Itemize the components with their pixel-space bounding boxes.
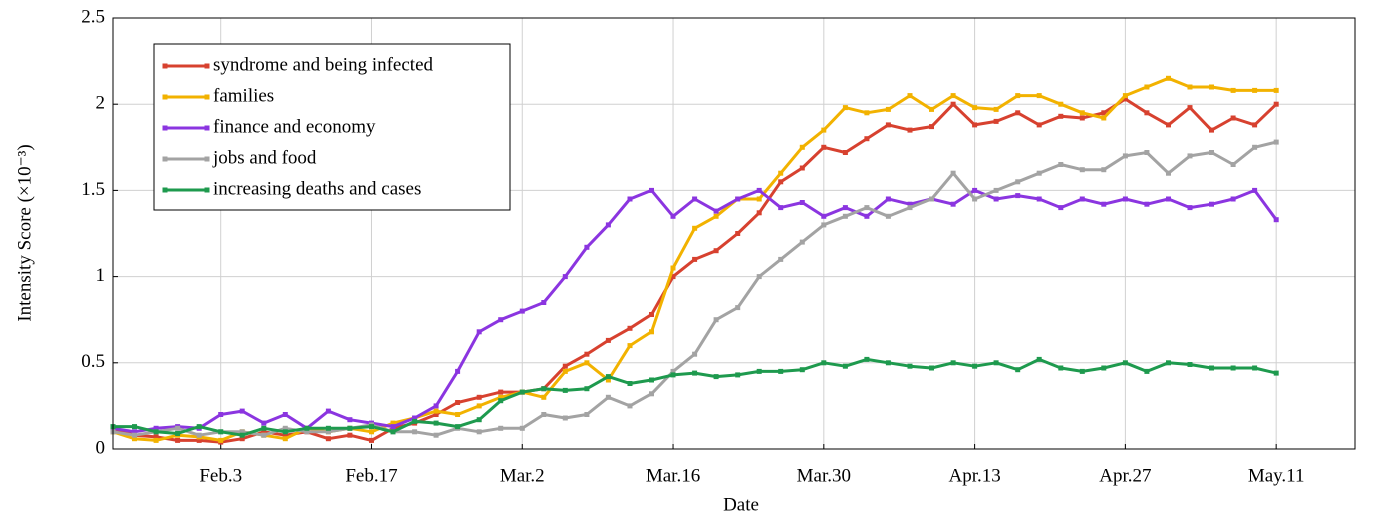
y-tick-label: 2 <box>96 93 106 114</box>
x-axis-label: Date <box>723 494 759 515</box>
y-tick-label: 0 <box>96 437 106 458</box>
plot-frame <box>112 17 1356 450</box>
x-tick-label: Feb.3 <box>199 465 242 486</box>
legend-label: families <box>213 85 274 106</box>
x-tick-label: May.11 <box>1248 465 1305 486</box>
legend-label: jobs and food <box>212 147 317 168</box>
legend-label: syndrome and being infected <box>213 54 434 75</box>
legend-label: finance and economy <box>213 116 376 137</box>
x-tick-label: Mar.2 <box>500 465 545 486</box>
x-tick-label: Feb.17 <box>345 465 397 486</box>
y-tick-label: 1.5 <box>81 179 105 200</box>
x-tick-label: Mar.16 <box>646 465 700 486</box>
legend-label: increasing deaths and cases <box>213 178 421 199</box>
series-line <box>110 356 1279 438</box>
x-tick-label: Apr.13 <box>948 465 1000 486</box>
y-tick-label: 2.5 <box>81 6 105 27</box>
y-axis-label: Intensity Score (×10⁻³) <box>14 144 35 321</box>
legend-box <box>153 43 511 211</box>
y-tick-label: 0.5 <box>81 351 105 372</box>
x-tick-label: Mar.30 <box>797 465 851 486</box>
x-tick-label: Apr.27 <box>1099 465 1151 486</box>
y-tick-label: 1 <box>96 265 106 286</box>
